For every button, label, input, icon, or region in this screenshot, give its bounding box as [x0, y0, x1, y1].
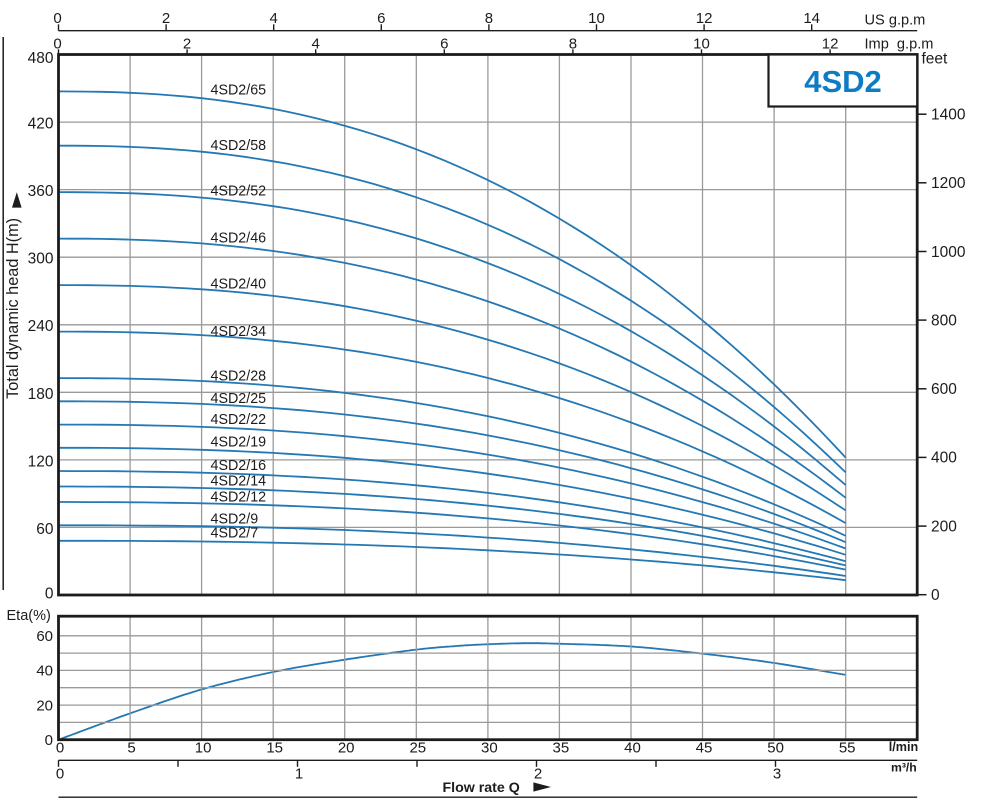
svg-text:4SD2/19: 4SD2/19: [211, 435, 267, 451]
svg-text:15: 15: [266, 740, 283, 757]
svg-text:60: 60: [36, 521, 54, 538]
svg-text:4SD2/7: 4SD2/7: [211, 525, 259, 541]
svg-text:2: 2: [162, 10, 170, 27]
svg-text:20: 20: [338, 740, 355, 757]
svg-text:10: 10: [195, 740, 212, 757]
svg-text:12: 12: [696, 10, 713, 27]
svg-text:40: 40: [36, 663, 53, 680]
svg-text:4SD2/58: 4SD2/58: [211, 138, 267, 154]
svg-text:2: 2: [183, 35, 191, 52]
svg-text:10: 10: [588, 10, 605, 27]
svg-text:l/min: l/min: [889, 740, 918, 754]
svg-text:4SD2/46: 4SD2/46: [211, 231, 267, 247]
svg-text:4SD2/65: 4SD2/65: [211, 83, 267, 99]
svg-text:4: 4: [270, 10, 278, 27]
svg-text:300: 300: [28, 251, 54, 268]
svg-text:US g.p.m: US g.p.m: [865, 13, 926, 29]
svg-text:0: 0: [45, 732, 53, 749]
svg-text:600: 600: [931, 381, 957, 398]
svg-text:12: 12: [822, 35, 839, 52]
svg-text:420: 420: [28, 116, 54, 133]
svg-text:25: 25: [409, 740, 426, 757]
svg-text:20: 20: [36, 697, 53, 714]
svg-text:800: 800: [931, 312, 957, 329]
svg-text:1000: 1000: [931, 244, 966, 261]
svg-text:4SD2/28: 4SD2/28: [211, 369, 267, 385]
svg-text:360: 360: [28, 183, 54, 200]
svg-text:0: 0: [53, 35, 61, 52]
svg-text:4: 4: [312, 35, 320, 52]
svg-text:6: 6: [440, 35, 448, 52]
svg-text:Total dynamic head H(m): Total dynamic head H(m): [4, 218, 22, 399]
svg-text:10: 10: [693, 35, 710, 52]
svg-text:8: 8: [569, 35, 577, 52]
svg-text:400: 400: [931, 450, 957, 467]
svg-text:240: 240: [28, 318, 54, 335]
svg-text:40: 40: [624, 740, 641, 757]
svg-text:120: 120: [28, 453, 54, 470]
svg-text:50: 50: [767, 740, 784, 757]
svg-text:45: 45: [696, 740, 713, 757]
svg-text:4SD2/16: 4SD2/16: [211, 458, 267, 474]
svg-text:0: 0: [45, 585, 54, 602]
svg-text:480: 480: [28, 50, 54, 67]
svg-text:4SD2/40: 4SD2/40: [211, 277, 267, 293]
svg-text:0: 0: [56, 766, 64, 783]
svg-text:3: 3: [773, 766, 781, 783]
svg-text:30: 30: [481, 740, 498, 757]
svg-text:4SD2/52: 4SD2/52: [211, 184, 267, 200]
svg-text:Flow rate Q: Flow rate Q: [443, 780, 520, 796]
svg-text:35: 35: [553, 740, 570, 757]
svg-text:14: 14: [803, 10, 820, 27]
svg-text:4SD2/9: 4SD2/9: [211, 511, 259, 527]
svg-text:0: 0: [53, 10, 61, 27]
svg-text:4SD2/34: 4SD2/34: [211, 324, 267, 340]
svg-text:60: 60: [36, 628, 53, 645]
svg-text:Imp g.p.m: Imp g.p.m: [865, 36, 934, 52]
svg-text:4SD2/12: 4SD2/12: [211, 489, 267, 505]
svg-text:180: 180: [28, 386, 54, 403]
svg-text:55: 55: [839, 740, 856, 757]
svg-text:4SD2/14: 4SD2/14: [211, 474, 267, 490]
svg-text:1200: 1200: [931, 175, 966, 192]
svg-text:4SD2/22: 4SD2/22: [211, 412, 267, 428]
svg-text:6: 6: [377, 10, 385, 27]
svg-text:1: 1: [295, 766, 303, 783]
svg-text:4SD2/25: 4SD2/25: [211, 391, 267, 407]
svg-text:4SD2: 4SD2: [804, 64, 882, 99]
svg-text:0: 0: [931, 587, 940, 604]
svg-text:0: 0: [56, 740, 64, 757]
svg-text:Eta(%): Eta(%): [7, 608, 51, 624]
svg-text:1400: 1400: [931, 107, 966, 124]
svg-text:5: 5: [127, 740, 135, 757]
svg-text:feet: feet: [922, 50, 949, 67]
svg-text:m³/h: m³/h: [891, 760, 917, 774]
svg-text:200: 200: [931, 518, 957, 535]
svg-text:2: 2: [534, 766, 542, 783]
svg-text:8: 8: [485, 10, 493, 27]
